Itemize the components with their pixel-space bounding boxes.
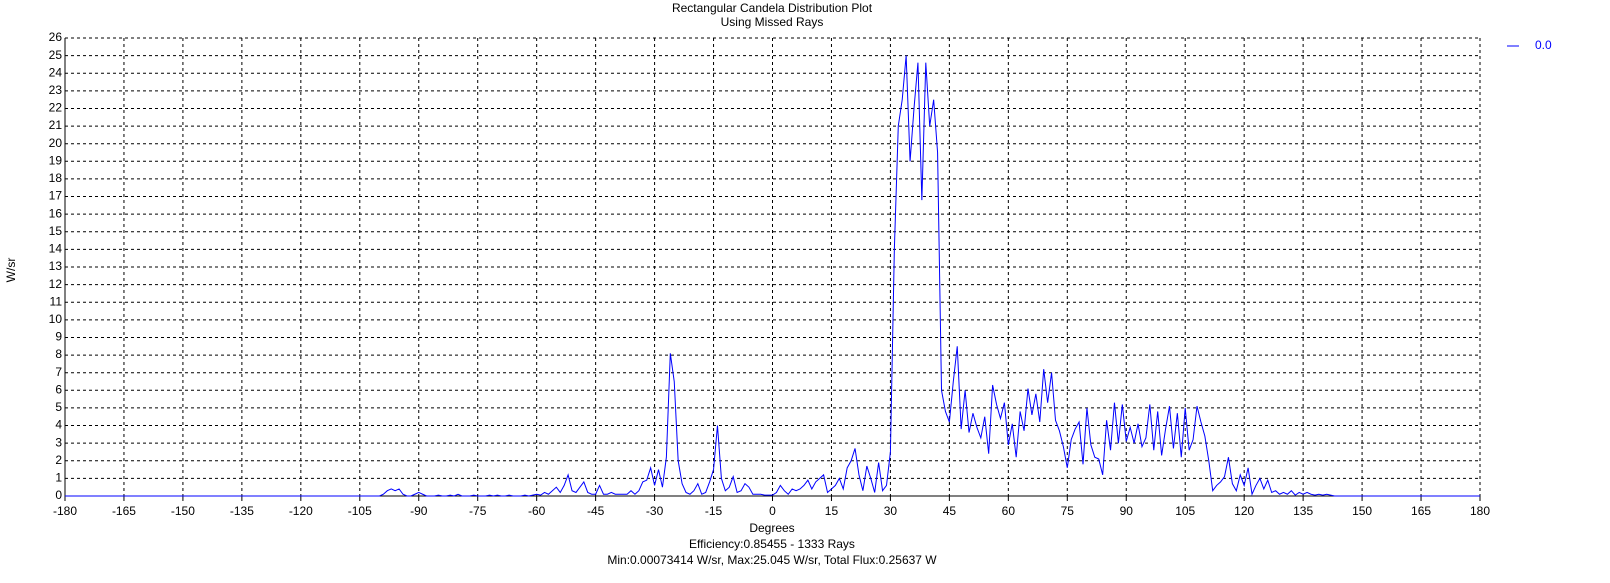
y-tick-label: 12 xyxy=(49,277,63,291)
x-tick-label: -90 xyxy=(410,504,428,518)
x-tick-label: 180 xyxy=(1470,504,1490,518)
y-tick-label: 3 xyxy=(55,435,62,449)
y-tick-label: 2 xyxy=(55,453,62,467)
x-tick-label: 60 xyxy=(1002,504,1016,518)
y-tick-label: 6 xyxy=(55,382,62,396)
y-tick-label: 26 xyxy=(49,30,63,44)
footer-line: Efficiency:0.85455 - 1333 Rays xyxy=(689,537,855,551)
y-tick-label: 11 xyxy=(50,294,63,308)
x-tick-label: 15 xyxy=(825,504,839,518)
chart-subtitle: Using Missed Rays xyxy=(721,15,824,29)
y-tick-label: 4 xyxy=(55,418,62,432)
x-tick-label: -105 xyxy=(348,504,372,518)
x-tick-label: 45 xyxy=(943,504,957,518)
x-tick-label: 90 xyxy=(1120,504,1134,518)
x-tick-label: 120 xyxy=(1234,504,1254,518)
x-tick-label: -75 xyxy=(469,504,487,518)
y-tick-label: 7 xyxy=(55,365,62,379)
y-tick-label: 15 xyxy=(49,224,63,238)
x-tick-label: -120 xyxy=(289,504,313,518)
x-tick-label: -150 xyxy=(171,504,195,518)
y-tick-label: 17 xyxy=(49,189,63,203)
footer-line: Min:0.00073414 W/sr, Max:25.045 W/sr, To… xyxy=(607,553,937,567)
x-tick-label: -30 xyxy=(646,504,664,518)
y-tick-label: 16 xyxy=(49,206,63,220)
y-tick-label: 23 xyxy=(49,83,63,97)
chart-title: Rectangular Candela Distribution Plot xyxy=(672,1,873,15)
y-tick-label: 1 xyxy=(55,471,62,485)
y-tick-label: 18 xyxy=(49,171,63,185)
y-tick-label: 5 xyxy=(55,400,62,414)
x-tick-label: 105 xyxy=(1175,504,1195,518)
data-line xyxy=(65,55,1480,497)
legend-label: 0.0 xyxy=(1535,38,1552,52)
x-tick-label: -135 xyxy=(230,504,254,518)
x-tick-label: 135 xyxy=(1293,504,1313,518)
x-tick-label: -165 xyxy=(112,504,136,518)
x-tick-label: 165 xyxy=(1411,504,1431,518)
x-tick-label: 75 xyxy=(1061,504,1075,518)
y-tick-label: 22 xyxy=(49,101,63,115)
y-tick-label: 0 xyxy=(55,488,62,502)
x-axis-label: Degrees xyxy=(749,521,794,535)
y-tick-label: 24 xyxy=(49,65,63,79)
y-tick-label: 19 xyxy=(49,153,63,167)
x-tick-label: -180 xyxy=(53,504,77,518)
x-tick-label: 30 xyxy=(884,504,898,518)
x-tick-label: -60 xyxy=(528,504,546,518)
x-tick-label: 150 xyxy=(1352,504,1372,518)
y-tick-label: 10 xyxy=(49,312,63,326)
y-tick-label: 21 xyxy=(49,118,63,132)
y-tick-label: 14 xyxy=(49,242,63,256)
y-tick-label: 20 xyxy=(49,136,63,150)
y-tick-label: 13 xyxy=(49,259,63,273)
y-tick-label: 8 xyxy=(55,347,62,361)
y-tick-label: 25 xyxy=(49,48,63,62)
y-tick-label: 9 xyxy=(55,330,62,344)
x-tick-label: 0 xyxy=(769,504,776,518)
y-axis-label: W/sr xyxy=(4,258,18,283)
x-tick-label: -15 xyxy=(705,504,723,518)
x-tick-label: -45 xyxy=(587,504,605,518)
